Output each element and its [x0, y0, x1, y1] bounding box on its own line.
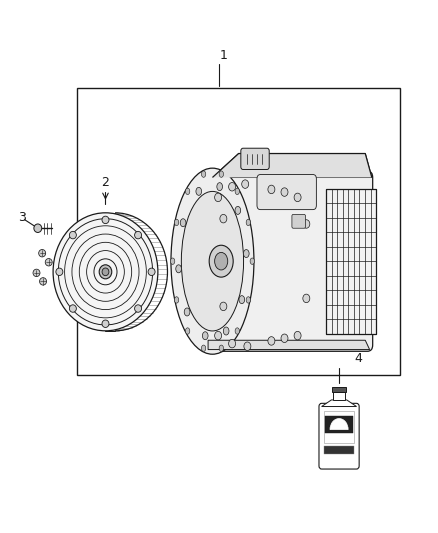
Bar	[325, 416, 353, 433]
Ellipse shape	[39, 278, 46, 285]
Ellipse shape	[45, 259, 52, 266]
Circle shape	[268, 337, 275, 345]
Ellipse shape	[219, 345, 223, 351]
Bar	[326, 189, 376, 334]
Ellipse shape	[223, 327, 229, 335]
Ellipse shape	[102, 268, 109, 276]
FancyBboxPatch shape	[319, 403, 359, 469]
Circle shape	[268, 185, 275, 193]
Ellipse shape	[196, 188, 201, 195]
Polygon shape	[208, 340, 370, 350]
Ellipse shape	[176, 265, 181, 273]
Ellipse shape	[53, 213, 158, 331]
Ellipse shape	[171, 168, 254, 354]
Circle shape	[244, 342, 251, 351]
Bar	[333, 392, 345, 400]
Ellipse shape	[235, 328, 240, 334]
Circle shape	[229, 182, 236, 191]
Bar	[77, 88, 400, 375]
Ellipse shape	[39, 249, 46, 257]
Bar	[324, 446, 354, 454]
Ellipse shape	[209, 245, 233, 277]
Ellipse shape	[174, 297, 179, 303]
Ellipse shape	[239, 296, 245, 304]
Ellipse shape	[56, 268, 63, 276]
Polygon shape	[212, 154, 372, 177]
Ellipse shape	[202, 332, 208, 340]
Polygon shape	[321, 400, 357, 407]
Circle shape	[303, 220, 310, 228]
FancyBboxPatch shape	[241, 148, 269, 169]
Circle shape	[242, 180, 249, 188]
Ellipse shape	[201, 171, 206, 177]
Ellipse shape	[184, 308, 190, 316]
Ellipse shape	[250, 258, 254, 264]
Ellipse shape	[170, 258, 175, 264]
Ellipse shape	[99, 265, 112, 279]
FancyBboxPatch shape	[292, 214, 305, 228]
Circle shape	[229, 340, 236, 348]
Ellipse shape	[219, 171, 223, 177]
Ellipse shape	[217, 183, 223, 191]
Ellipse shape	[174, 219, 179, 225]
Ellipse shape	[34, 224, 42, 232]
Circle shape	[220, 214, 227, 223]
Polygon shape	[212, 154, 372, 177]
Ellipse shape	[69, 305, 76, 312]
Text: 3: 3	[18, 211, 25, 224]
Ellipse shape	[180, 219, 186, 227]
Ellipse shape	[134, 231, 141, 239]
Ellipse shape	[185, 188, 190, 195]
Bar	[332, 387, 346, 392]
Circle shape	[281, 334, 288, 343]
Ellipse shape	[33, 269, 40, 277]
Ellipse shape	[246, 219, 251, 225]
Text: 4: 4	[355, 352, 363, 365]
Circle shape	[303, 294, 310, 303]
Circle shape	[294, 332, 301, 340]
Text: 2: 2	[102, 176, 110, 189]
Ellipse shape	[244, 249, 249, 257]
Circle shape	[220, 302, 227, 311]
Wedge shape	[330, 418, 348, 430]
FancyBboxPatch shape	[257, 174, 316, 209]
Ellipse shape	[148, 268, 155, 276]
Ellipse shape	[201, 345, 206, 351]
Bar	[324, 411, 354, 443]
Ellipse shape	[181, 191, 244, 331]
Circle shape	[294, 193, 301, 201]
Ellipse shape	[69, 231, 76, 239]
Ellipse shape	[235, 206, 240, 214]
Ellipse shape	[102, 216, 109, 224]
Circle shape	[215, 332, 222, 340]
Ellipse shape	[235, 188, 240, 195]
Ellipse shape	[185, 328, 190, 334]
Ellipse shape	[215, 253, 228, 270]
Ellipse shape	[102, 320, 109, 327]
FancyBboxPatch shape	[203, 171, 373, 351]
Text: 1: 1	[219, 49, 227, 62]
Ellipse shape	[246, 297, 251, 303]
Ellipse shape	[134, 305, 141, 312]
Circle shape	[281, 188, 288, 196]
Circle shape	[215, 193, 222, 201]
